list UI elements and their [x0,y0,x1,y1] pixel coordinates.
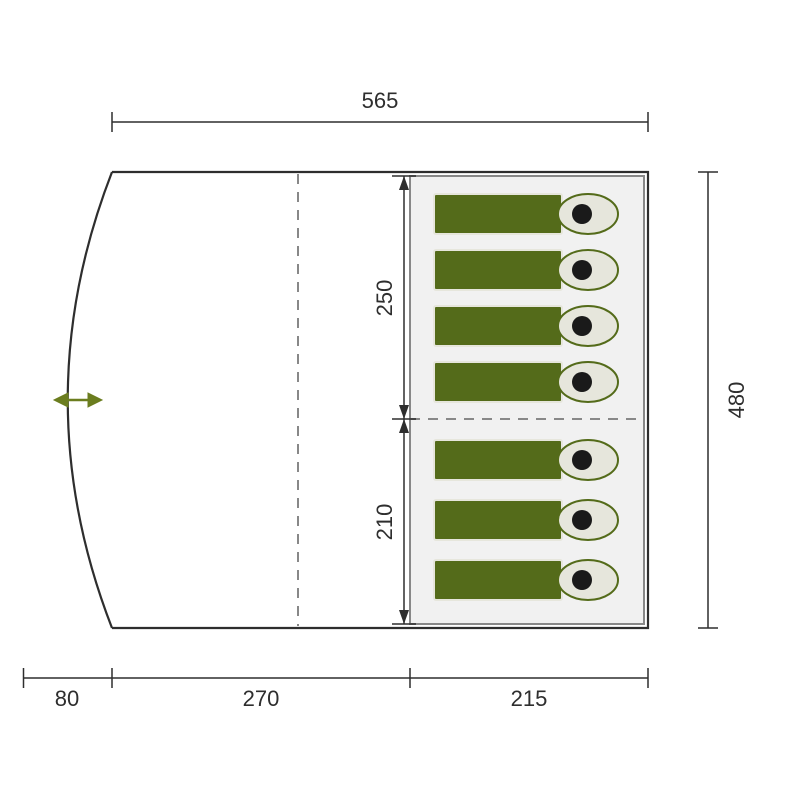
dim-right-total: 480 [698,172,749,628]
dim-bottom-right-label: 215 [511,686,548,711]
door-arrow [54,393,102,407]
bag-1 [434,194,618,234]
dim-upper-label: 250 [372,280,397,317]
sleeping-bags [434,194,618,600]
bag-2 [434,250,618,290]
bag-3 [434,306,618,346]
bag-7 [434,560,618,600]
dim-right-label: 480 [724,382,749,419]
dim-lower-label: 210 [372,504,397,541]
dim-top-total: 565 [112,88,648,132]
dim-bottom-left-label: 80 [55,686,79,711]
dim-bottom: 80 270 215 [24,668,649,711]
dim-top-label: 565 [362,88,399,113]
tent-floorplan: 565 480 80 270 215 [0,0,800,800]
bag-6 [434,500,618,540]
bag-5 [434,440,618,480]
bag-4 [434,362,618,402]
dim-bottom-mid-label: 270 [243,686,280,711]
